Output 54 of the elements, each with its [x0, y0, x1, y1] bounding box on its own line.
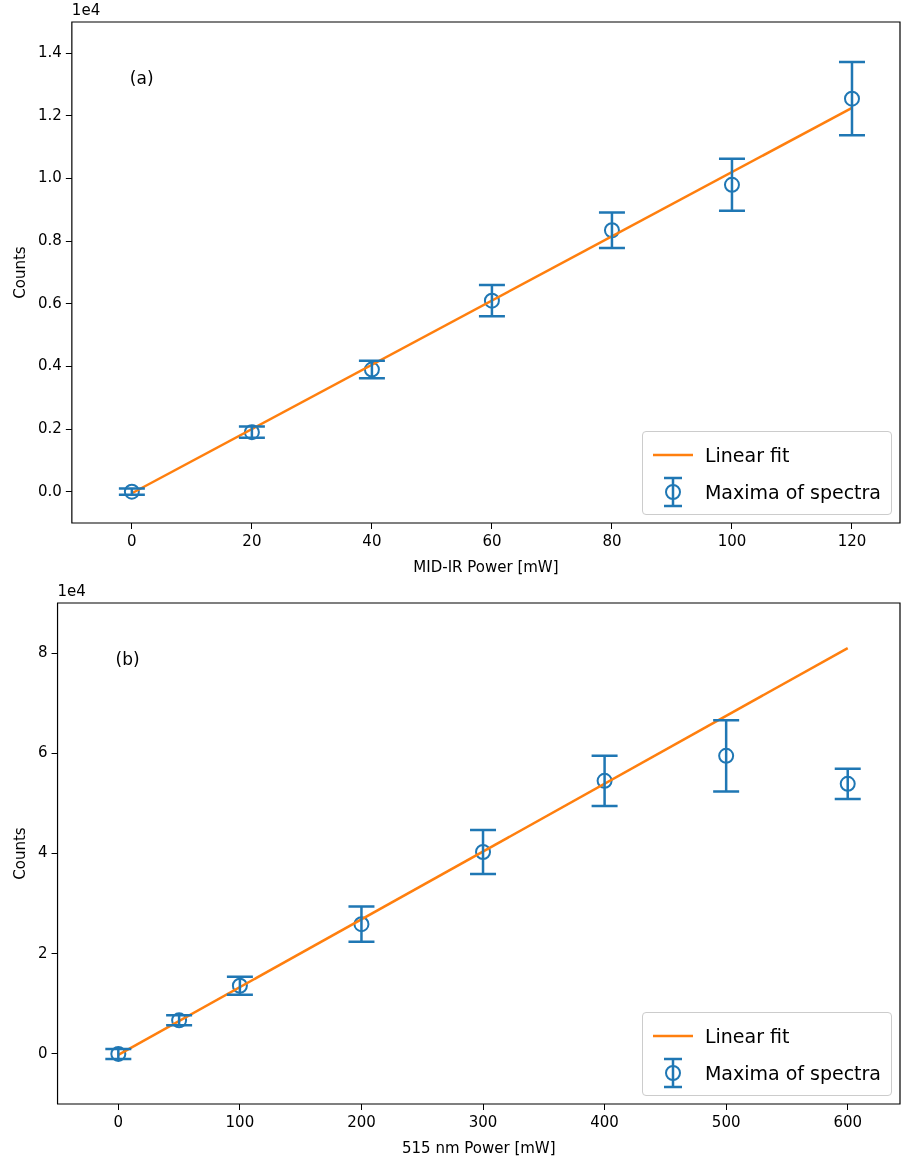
- y-tick-label: 1.0: [38, 168, 62, 187]
- x-tick-label: 300: [468, 1112, 498, 1131]
- x-tick-label: 100: [717, 531, 747, 550]
- x-tick-label: 20: [242, 531, 262, 550]
- y-tick-label: 8: [38, 642, 48, 661]
- legend-label: Linear fit: [704, 1024, 790, 1047]
- x-tick-label: 100: [225, 1112, 255, 1131]
- x-tick-label: 60: [482, 531, 502, 550]
- point: [363, 361, 380, 378]
- x-tick-label: 0: [113, 1112, 124, 1131]
- x-tick-label: 120: [837, 531, 867, 550]
- y-tick-label: 1.4: [38, 43, 62, 62]
- annotation: (b): [115, 649, 140, 670]
- y-axis-title: Counts: [10, 827, 29, 880]
- point: [718, 747, 735, 764]
- annotation: (a): [129, 68, 154, 89]
- point: [123, 483, 140, 500]
- x-tick-label: 0: [127, 531, 137, 550]
- y-tick-label: 1.2: [38, 105, 62, 124]
- x-tick-label: 500: [711, 1112, 741, 1131]
- x-tick-label: 200: [347, 1112, 376, 1131]
- legend-label: Maxima of spectra: [704, 1061, 881, 1084]
- y-tick-label: 0.8: [38, 231, 62, 250]
- x-tick-label: 80: [602, 531, 622, 550]
- point: [843, 90, 860, 107]
- y-tick-label: 0.0: [38, 481, 62, 500]
- x-tick-label: 400: [590, 1112, 619, 1131]
- y-axis-title: Counts: [10, 246, 29, 299]
- legend-label: Linear fit: [704, 443, 790, 466]
- y-tick-label: 0.6: [38, 293, 62, 312]
- text: 1e4: [57, 581, 86, 600]
- point: [475, 844, 492, 860]
- x-axis-title: MID-IR Power [mW]: [413, 557, 559, 576]
- point: [483, 292, 500, 309]
- text: 1e4: [71, 0, 101, 19]
- y-tick-label: 0: [38, 1043, 48, 1062]
- y-tick-label: 0.4: [38, 356, 62, 375]
- point: [353, 916, 370, 933]
- y-tick-label: 6: [38, 743, 48, 762]
- x-tick-label: 600: [833, 1112, 863, 1131]
- y-tick-label: 4: [38, 843, 48, 862]
- y-tick-label: 2: [38, 943, 48, 962]
- x-tick-label: 40: [362, 531, 382, 550]
- point: [596, 772, 613, 789]
- point: [723, 176, 740, 193]
- point: [243, 424, 260, 441]
- x-axis-title: 515 nm Power [mW]: [401, 1138, 556, 1157]
- point: [603, 222, 620, 239]
- point: [231, 977, 248, 994]
- y-tick-label: 0.2: [38, 418, 62, 437]
- point: [839, 775, 856, 792]
- point: [110, 1045, 127, 1062]
- point: [171, 1012, 188, 1029]
- legend-label: Maxima of spectra: [704, 480, 881, 503]
